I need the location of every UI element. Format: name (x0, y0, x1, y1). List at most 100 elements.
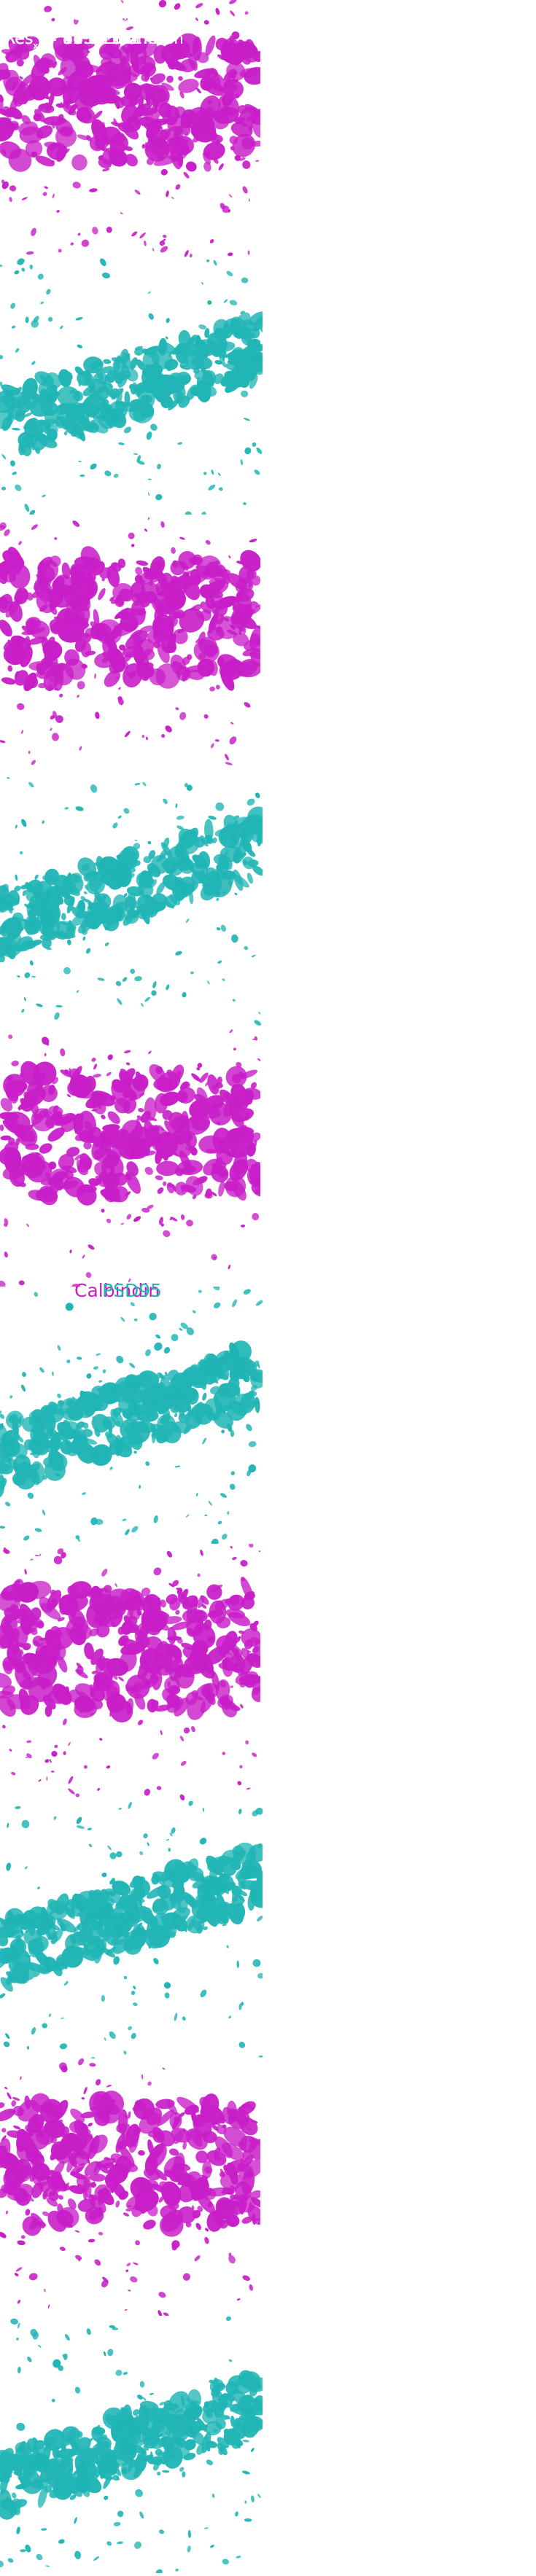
texture (96, 587, 106, 601)
texture (190, 1725, 196, 1733)
texture (82, 1492, 87, 1496)
texture (89, 2063, 96, 2067)
texture (50, 1759, 53, 1763)
texture (257, 1058, 260, 1063)
texture (96, 1353, 101, 1357)
texture (142, 2397, 147, 2401)
texture (152, 248, 155, 251)
texture (174, 951, 182, 956)
texture (160, 168, 168, 176)
image-panel: Resxy= 56.0±1.9nmResxz= 80.0±1.7nm (0, 1544, 260, 1801)
texture (101, 1209, 105, 1213)
texture (114, 1354, 125, 1365)
texture (81, 2097, 85, 2100)
texture (174, 2013, 178, 2021)
texture (156, 1786, 161, 1791)
texture (198, 1290, 202, 1293)
texture (147, 1842, 150, 1846)
texture (9, 1748, 12, 1752)
texture (203, 471, 207, 475)
texture (222, 978, 225, 982)
texture (244, 2518, 252, 2522)
texture (141, 2074, 144, 2079)
texture (241, 2274, 251, 2282)
texture (148, 478, 152, 480)
texture (123, 2371, 128, 2375)
texture (85, 1373, 92, 1379)
texture (207, 2376, 226, 2395)
texture (252, 442, 257, 448)
texture (124, 1529, 131, 1537)
texture (90, 1057, 96, 1063)
texture (125, 1213, 132, 1220)
texture (76, 990, 79, 994)
texture (253, 1019, 262, 1027)
texture (198, 1836, 208, 1846)
texture (144, 1349, 152, 1357)
texture (174, 1413, 178, 1418)
texture (74, 2550, 82, 2560)
image-panel: Resxy= 54.8±3.1nmResxz= 81.0±6.4nm (0, 515, 260, 772)
micrograph (0, 515, 260, 772)
texture (179, 711, 187, 721)
texture (144, 241, 147, 246)
texture (182, 2016, 186, 2021)
texture (52, 733, 60, 741)
texture (163, 1182, 166, 1187)
texture (236, 1960, 239, 1968)
texture (128, 2290, 131, 2292)
texture (199, 1549, 203, 1556)
texture (155, 2568, 164, 2573)
texture (51, 1771, 55, 1773)
texture (209, 2544, 214, 2548)
texture (36, 1003, 44, 1008)
texture (217, 472, 221, 476)
texture (42, 820, 44, 824)
texture (131, 1525, 139, 1534)
texture (155, 1175, 163, 1181)
texture (0, 2559, 5, 2569)
texture (155, 493, 163, 501)
texture (58, 249, 62, 252)
texture (192, 1309, 197, 1314)
texture (89, 188, 98, 193)
texture (77, 233, 81, 236)
texture (134, 782, 141, 785)
texture (182, 1726, 190, 1734)
texture (233, 1047, 237, 1052)
texture (164, 1992, 170, 1999)
texture (244, 945, 249, 951)
texture (245, 1740, 249, 1744)
texture (106, 2084, 112, 2088)
texture (56, 209, 61, 213)
texture (44, 1758, 50, 1763)
texture (133, 453, 139, 455)
texture (139, 1485, 141, 1489)
texture (93, 1366, 98, 1370)
texture (133, 1318, 138, 1322)
texture (66, 939, 71, 945)
texture (101, 1995, 105, 2002)
texture (70, 242, 74, 246)
texture (52, 1371, 54, 1376)
texture (152, 980, 158, 988)
texture (184, 249, 190, 257)
texture (142, 1833, 148, 1839)
texture (222, 1752, 226, 1756)
texture (127, 531, 135, 539)
texture (76, 1824, 85, 1829)
texture (59, 1048, 66, 1057)
texture (128, 2111, 131, 2119)
texture (195, 2222, 203, 2230)
texture (174, 1465, 180, 1468)
texture (20, 2076, 22, 2080)
texture (134, 2239, 141, 2246)
micrograph (0, 1287, 263, 1544)
texture (182, 992, 187, 998)
texture (127, 2026, 133, 2031)
texture (243, 501, 247, 505)
texture (182, 2471, 185, 2477)
texture (98, 1737, 103, 1741)
texture (233, 1903, 245, 1921)
texture (18, 2367, 21, 2374)
